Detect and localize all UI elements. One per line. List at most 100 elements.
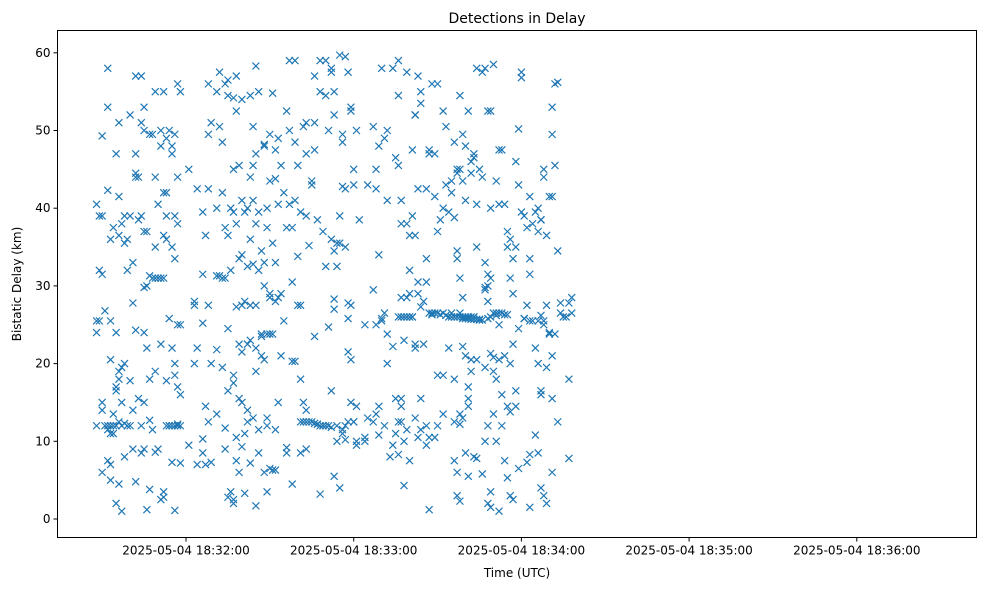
data-point [497, 146, 506, 154]
data-point [198, 449, 207, 457]
data-point [215, 122, 224, 131]
data-point [92, 328, 101, 337]
data-point [246, 91, 255, 100]
data-point [372, 165, 380, 174]
data-point [422, 278, 431, 286]
data-point [539, 165, 548, 174]
data-point [408, 146, 417, 154]
data-point [296, 449, 305, 457]
data-point [224, 231, 232, 240]
data-point [154, 200, 162, 209]
data-point [542, 231, 551, 240]
data-point [346, 398, 355, 407]
data-point [545, 192, 554, 201]
data-point [523, 458, 531, 467]
data-point [165, 126, 174, 135]
data-point [500, 310, 509, 319]
data-point [237, 95, 246, 104]
data-point [263, 487, 271, 496]
data-point [346, 355, 355, 364]
data-point [411, 111, 420, 119]
data-point [109, 429, 118, 438]
data-point [229, 371, 238, 380]
data-point [260, 355, 269, 364]
data-point [414, 72, 422, 81]
data-point [453, 313, 462, 321]
data-point [131, 477, 140, 486]
data-point [176, 320, 185, 329]
data-point [548, 130, 557, 139]
data-point [302, 406, 311, 415]
data-point [458, 414, 467, 422]
data-point [400, 313, 408, 321]
data-point [402, 313, 411, 321]
data-point [324, 323, 333, 332]
data-point [151, 243, 160, 251]
data-point [212, 204, 221, 213]
data-point [277, 289, 285, 298]
data-point [486, 204, 495, 213]
data-point [330, 472, 339, 481]
data-point [310, 332, 319, 341]
data-point [433, 79, 442, 88]
data-point [243, 417, 252, 426]
y-axis-label: Bistatic Delay (km) [10, 227, 24, 342]
data-point [249, 414, 258, 422]
data-point [120, 452, 129, 461]
data-point [243, 406, 252, 415]
data-point [564, 299, 573, 307]
data-point [564, 454, 573, 463]
data-point [486, 274, 495, 283]
data-point [148, 425, 157, 434]
data-point [503, 243, 512, 251]
data-point [98, 270, 107, 279]
data-point [193, 460, 202, 469]
data-point [296, 417, 305, 426]
data-point [168, 142, 176, 150]
data-point [151, 367, 160, 376]
data-point [145, 416, 154, 425]
data-point [232, 302, 241, 311]
data-point [553, 78, 562, 87]
data-point [162, 376, 171, 385]
data-point [168, 458, 176, 467]
data-point [509, 340, 517, 349]
data-point [352, 437, 361, 446]
data-point [564, 375, 573, 384]
data-point [134, 173, 143, 182]
data-point [467, 157, 476, 166]
data-point [282, 443, 291, 452]
data-point [302, 118, 311, 127]
data-point [416, 99, 425, 108]
data-point [444, 313, 453, 321]
data-point [338, 130, 347, 139]
data-point [464, 394, 473, 403]
data-point [447, 177, 456, 185]
data-point [128, 406, 137, 415]
data-point [514, 464, 523, 473]
data-point [506, 274, 515, 283]
data-point [478, 470, 487, 478]
data-point [489, 367, 498, 376]
data-point [204, 301, 213, 310]
data-point [416, 302, 425, 311]
data-point [131, 169, 140, 178]
data-point [235, 161, 244, 170]
data-point [380, 134, 389, 143]
data-point [369, 122, 378, 131]
data-point [131, 72, 140, 81]
data-point [539, 173, 548, 182]
data-point [394, 417, 403, 426]
data-point [112, 499, 121, 508]
data-point [254, 87, 263, 96]
data-point [321, 421, 330, 430]
data-point [414, 278, 422, 286]
data-point [553, 417, 562, 426]
data-point [537, 483, 545, 492]
data-point [92, 200, 101, 209]
data-point [333, 262, 341, 271]
data-point [243, 204, 252, 213]
data-point [123, 235, 132, 244]
data-point [257, 332, 266, 341]
data-point [212, 87, 221, 96]
